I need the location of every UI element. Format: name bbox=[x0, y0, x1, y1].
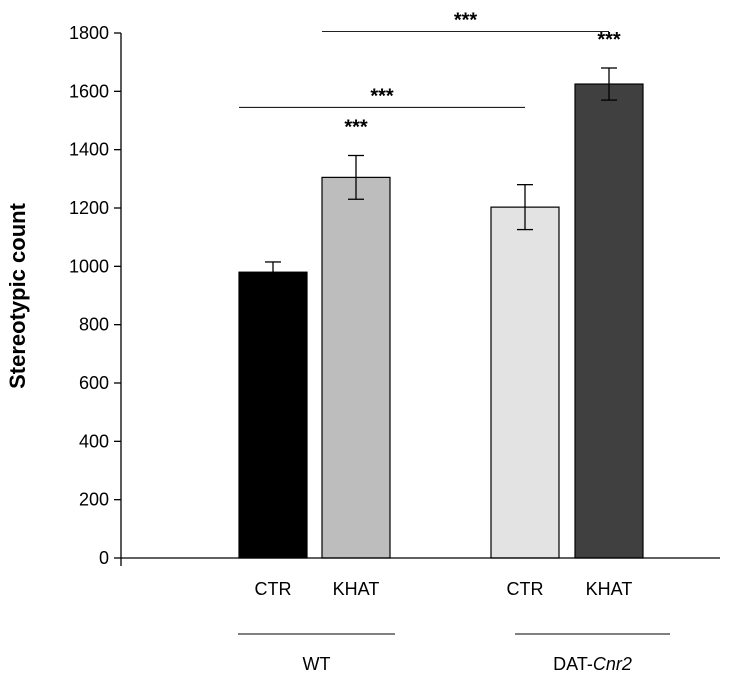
group-labels: WT DAT-Cnr2 bbox=[238, 633, 670, 674]
bar bbox=[574, 83, 644, 559]
x-tick-label: KHAT bbox=[333, 579, 380, 599]
group-label: DAT-Cnr2 bbox=[553, 654, 632, 674]
comparison-label: *** bbox=[454, 10, 478, 32]
error-bars bbox=[265, 67, 617, 284]
group-label-italic: Cnr2 bbox=[593, 654, 632, 674]
significance-label: *** bbox=[597, 29, 621, 51]
bar bbox=[321, 176, 391, 559]
y-tick-label: 1200 bbox=[69, 198, 109, 218]
comparison-label: *** bbox=[370, 85, 394, 107]
comparison-brackets: *** *** bbox=[239, 10, 609, 108]
x-tick-label: KHAT bbox=[586, 579, 633, 599]
bar bbox=[238, 271, 308, 559]
group-label-text: WT bbox=[303, 654, 331, 674]
x-tick-label: CTR bbox=[255, 579, 292, 599]
group-label: WT bbox=[303, 654, 331, 674]
y-tick-label: 200 bbox=[79, 490, 109, 510]
y-tick-label: 1400 bbox=[69, 140, 109, 160]
y-tick-label: 1800 bbox=[69, 23, 109, 43]
bars bbox=[238, 83, 644, 559]
y-tick-label: 0 bbox=[99, 548, 109, 568]
y-axis: 0 200 400 600 800 1000 1200 1400 1600 1800 bbox=[69, 23, 122, 568]
x-tick-label: CTR bbox=[507, 579, 544, 599]
y-tick-label: 800 bbox=[79, 315, 109, 335]
y-tick-label: 1600 bbox=[69, 81, 109, 101]
significance-labels: ****** bbox=[344, 29, 621, 139]
y-tick-label: 600 bbox=[79, 373, 109, 393]
y-tick-label: 400 bbox=[79, 431, 109, 451]
bar bbox=[490, 206, 560, 559]
group-label-text: DAT- bbox=[553, 654, 593, 674]
y-axis-label: Stereotypic count bbox=[5, 202, 30, 388]
significance-label: *** bbox=[344, 117, 368, 139]
y-tick-label: 1000 bbox=[69, 256, 109, 276]
x-axis: CTR KHAT CTR KHAT bbox=[121, 557, 720, 599]
